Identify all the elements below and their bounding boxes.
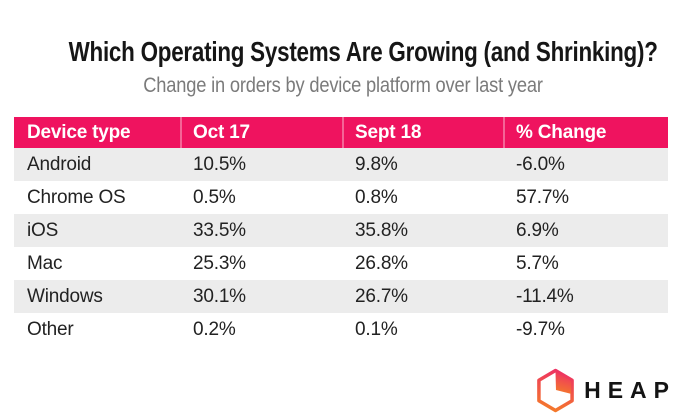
- os-growth-table: Device type Oct 17 Sept 18 % Change Andr…: [14, 117, 668, 346]
- table-row-windows: Windows 30.1% 26.7% -11.4%: [14, 280, 668, 313]
- cell-oct17: 25.3%: [193, 253, 246, 274]
- table-row-android: Android 10.5% 9.8% -6.0%: [14, 148, 668, 181]
- cell-change: -6.0%: [516, 154, 565, 175]
- cell-change: 6.9%: [516, 220, 559, 241]
- cell-device: Chrome OS: [27, 187, 126, 208]
- cell-change: 57.7%: [516, 187, 569, 208]
- cell-oct17: 0.2%: [193, 319, 236, 340]
- table-row-mac: Mac 25.3% 26.8% 5.7%: [14, 247, 668, 280]
- table-row-ios: iOS 33.5% 35.8% 6.9%: [14, 214, 668, 247]
- heap-logo-text: HEAP: [584, 376, 676, 403]
- column-header-device-type: Device type: [27, 122, 131, 143]
- heap-logo: HEAP: [536, 367, 669, 413]
- page-title: Which Operating Systems Are Growing (and…: [68, 36, 658, 67]
- page-subtitle: Change in orders by device platform over…: [143, 74, 543, 97]
- column-header-pct-change: % Change: [503, 117, 668, 148]
- cell-sept18: 0.1%: [355, 319, 398, 340]
- cell-oct17: 0.5%: [193, 187, 236, 208]
- cell-oct17: 33.5%: [193, 220, 246, 241]
- cell-sept18: 26.8%: [355, 253, 408, 274]
- cell-sept18: 26.7%: [355, 286, 408, 307]
- heap-hexagon-icon: [537, 368, 574, 412]
- cell-sept18: 35.8%: [355, 220, 408, 241]
- cell-oct17: 10.5%: [193, 154, 246, 175]
- cell-device: iOS: [27, 220, 59, 241]
- cell-change: -11.4%: [516, 286, 574, 307]
- cell-device: Other: [27, 319, 74, 340]
- cell-device: Android: [27, 154, 92, 175]
- table-header-row: Device type Oct 17 Sept 18 % Change: [14, 117, 668, 148]
- cell-device: Windows: [27, 286, 103, 307]
- table-row-other: Other 0.2% 0.1% -9.7%: [14, 313, 668, 346]
- cell-oct17: 30.1%: [193, 286, 246, 307]
- column-header-oct17: Oct 17: [180, 117, 342, 148]
- column-header-sept18: Sept 18: [342, 117, 503, 148]
- table-row-chrome-os: Chrome OS 0.5% 0.8% 57.7%: [14, 181, 668, 214]
- cell-sept18: 0.8%: [355, 187, 398, 208]
- cell-change: -9.7%: [516, 319, 565, 340]
- cell-change: 5.7%: [516, 253, 559, 274]
- cell-device: Mac: [27, 253, 63, 274]
- cell-sept18: 9.8%: [355, 154, 398, 175]
